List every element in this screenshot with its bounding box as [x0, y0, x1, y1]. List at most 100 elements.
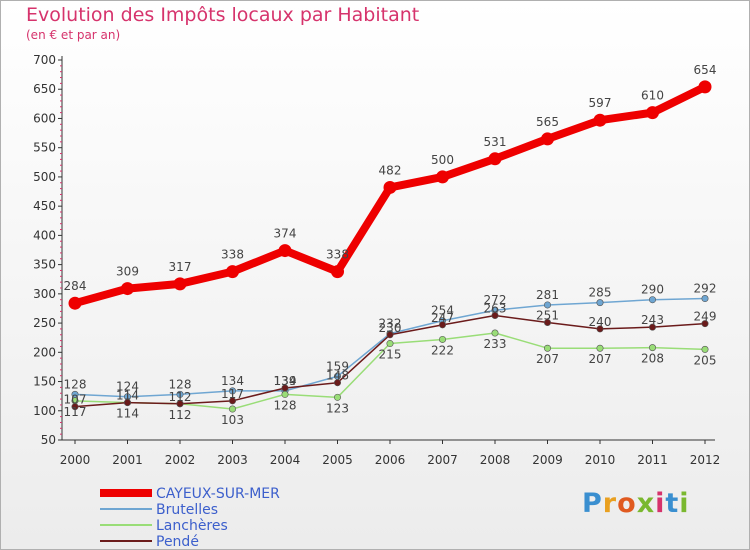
- data-label: 610: [641, 89, 664, 103]
- data-label: 309: [116, 265, 139, 279]
- data-label: 317: [169, 260, 192, 274]
- data-label: 254: [431, 304, 454, 318]
- data-label: 117: [64, 405, 87, 419]
- data-point: [333, 393, 341, 401]
- data-point: [281, 384, 289, 392]
- data-label: 500: [431, 153, 454, 167]
- logo-letter: P: [582, 488, 603, 519]
- legend-label: Pendé: [156, 534, 199, 550]
- data-point: [176, 400, 184, 408]
- chart-title: Evolution des Impôts locaux par Habitant: [26, 4, 420, 26]
- data-point: [596, 299, 604, 307]
- data-label: 531: [484, 135, 507, 149]
- data-point: [648, 296, 656, 304]
- logo-letter: r: [602, 488, 618, 519]
- data-point: [596, 344, 604, 352]
- data-point: [593, 113, 607, 127]
- data-point: [438, 335, 446, 343]
- data-point: [701, 295, 709, 303]
- data-label: 128: [274, 398, 297, 412]
- data-label: 222: [431, 343, 454, 357]
- logo-letter: i: [655, 488, 666, 519]
- data-point: [229, 405, 237, 413]
- y-tick-label: 650: [33, 82, 56, 96]
- data-label: 292: [694, 282, 717, 296]
- data-label: 263: [484, 301, 507, 315]
- data-label: 374: [274, 227, 297, 241]
- data-point: [124, 399, 132, 407]
- data-label: 597: [589, 96, 612, 110]
- data-point: [386, 331, 394, 339]
- data-point: [176, 390, 184, 398]
- chart-subtitle: (en € et par an): [26, 28, 121, 42]
- x-tick-label: 2006: [375, 453, 406, 467]
- y-tick-label: 250: [33, 316, 56, 330]
- data-label: 233: [484, 337, 507, 351]
- data-label: 482: [379, 163, 402, 177]
- data-label: 338: [221, 248, 244, 262]
- data-label: 128: [169, 377, 192, 391]
- data-point: [596, 325, 604, 333]
- data-label: 123: [326, 401, 349, 415]
- logo-letter: t: [665, 488, 680, 519]
- data-point: [226, 265, 239, 279]
- x-tick-label: 2002: [165, 453, 196, 467]
- data-point: [386, 340, 394, 348]
- data-point: [648, 323, 656, 331]
- data-point: [701, 345, 709, 353]
- x-tick-label: 2009: [532, 453, 563, 467]
- data-point: [701, 320, 709, 328]
- data-point: [543, 301, 551, 309]
- x-tick-label: 2005: [322, 453, 353, 467]
- legend-label: CAYEUX-SUR-MER: [156, 486, 280, 502]
- data-label: 148: [326, 369, 349, 383]
- data-point: [331, 265, 344, 279]
- y-tick-label: 700: [33, 53, 56, 67]
- x-tick-label: 2003: [217, 453, 248, 467]
- data-label: 112: [169, 408, 192, 422]
- legend-label: Brutelles: [156, 502, 218, 518]
- data-label: 128: [64, 377, 87, 391]
- data-label: 134: [221, 374, 244, 388]
- data-label: 103: [221, 413, 244, 427]
- data-point: [333, 379, 341, 387]
- data-label: 230: [379, 321, 402, 335]
- x-tick-label: 2011: [637, 453, 668, 467]
- data-point: [698, 80, 712, 94]
- data-label: 232: [379, 317, 402, 331]
- data-label: 654: [694, 63, 717, 77]
- x-tick-label: 2012: [690, 453, 721, 467]
- data-point: [229, 397, 237, 405]
- data-point: [648, 344, 656, 352]
- proxiti-logo: Proxiti: [582, 488, 690, 519]
- logo-letter: i: [679, 488, 690, 519]
- legend-label: Lanchères: [156, 518, 228, 534]
- y-tick-label: 50: [41, 433, 56, 447]
- data-point: [491, 329, 499, 337]
- data-label: 240: [589, 315, 612, 329]
- y-tick-label: 550: [33, 141, 56, 155]
- x-tick-label: 2004: [270, 453, 301, 467]
- data-point: [68, 296, 82, 310]
- data-point: [646, 106, 659, 120]
- x-tick-label: 2001: [112, 453, 143, 467]
- data-label: 285: [589, 286, 612, 300]
- y-tick-label: 450: [33, 199, 56, 213]
- data-label: 207: [536, 352, 559, 366]
- data-label: 134: [274, 374, 297, 388]
- data-label: 272: [484, 293, 507, 307]
- data-point: [438, 321, 446, 329]
- data-point: [488, 152, 502, 166]
- x-tick-label: 2008: [480, 453, 511, 467]
- data-label: 208: [641, 352, 664, 366]
- y-tick-label: 600: [33, 111, 56, 125]
- data-label: 117: [221, 387, 244, 401]
- y-tick-label: 200: [33, 345, 56, 359]
- data-point: [436, 170, 449, 184]
- x-tick-label: 2000: [60, 453, 91, 467]
- data-label: 114: [116, 407, 139, 421]
- data-label: 281: [536, 288, 559, 302]
- data-label: 159: [326, 359, 349, 373]
